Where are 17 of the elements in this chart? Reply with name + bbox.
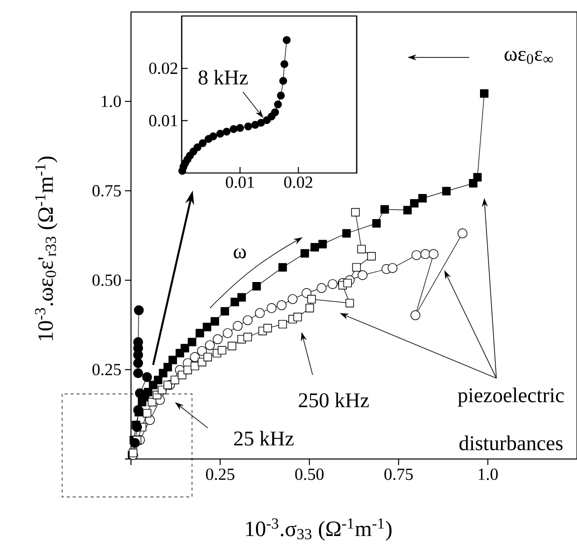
- annotation: disturbances: [459, 436, 563, 450]
- annotation: piezoelectric: [458, 388, 564, 407]
- x-tick-label: 0.75: [384, 468, 413, 480]
- x-tick-label: 0.25: [206, 468, 234, 480]
- x-tick-label: 0.50: [295, 468, 324, 480]
- x-tick-label: 1.0: [478, 468, 498, 480]
- annotation: 8 kHz: [198, 70, 248, 85]
- annotation: ω: [234, 248, 246, 258]
- annotation: 25 kHz: [234, 430, 294, 446]
- y-tick-label: 0.75: [92, 185, 121, 197]
- text: 10$^{-3}$.ωε$_{0}$ε'$_{r33}$ (Ω$^{-1}$m$^{-1}$): [35, 156, 58, 340]
- y-tick-label: 1.0: [102, 96, 121, 108]
- text: 10$^{-3}$.σ$_{33}$ (Ω$^{-1}$m$^{-1}$): [246, 518, 392, 541]
- annotation: 250 kHz: [298, 392, 369, 408]
- y-tick-label: 0.25: [92, 364, 121, 376]
- annotation: ωε$_{0}$ε$_{∞}$: [504, 50, 553, 64]
- y-tick-label: 0.50: [92, 274, 121, 286]
